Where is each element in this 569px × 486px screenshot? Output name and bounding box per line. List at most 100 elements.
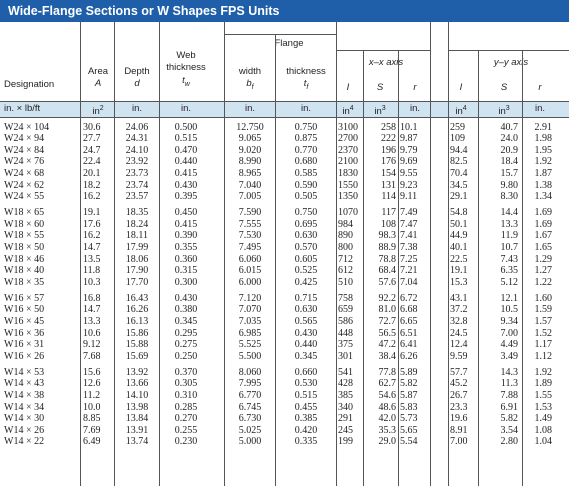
cell-flange-thickness: 0.585 bbox=[294, 167, 318, 179]
cell-rx: 7.49 bbox=[400, 207, 418, 219]
cell-iy: 40.1 bbox=[450, 241, 468, 253]
cell-sx: 114 bbox=[381, 191, 396, 203]
designation-header: Designation bbox=[4, 79, 55, 90]
cell-rx: 6.68 bbox=[400, 304, 418, 316]
unit-iy-base: in bbox=[455, 106, 463, 118]
units-row: in. × lb/ft in2 in. in. in. in. in4 in3 … bbox=[0, 102, 569, 117]
cell-flange-thickness: 0.695 bbox=[294, 218, 318, 230]
unit-area-exp: 2 bbox=[99, 105, 104, 112]
cell-depth: 13.92 bbox=[125, 366, 149, 378]
cell-ry: 1.55 bbox=[534, 389, 553, 401]
cell-sx: 81.0 bbox=[378, 304, 397, 316]
table-row: W16 × 26 7.68 15.69 0.250 5.500 0.345 301 38.4 6… bbox=[0, 351, 569, 363]
cell-ry: 1.89 bbox=[534, 378, 553, 390]
unit-width: in. bbox=[244, 103, 256, 114]
cell-sx: 29.0 bbox=[378, 436, 397, 448]
cell-sy: 9.80 bbox=[500, 179, 519, 191]
cell-flange-thickness: 0.455 bbox=[294, 401, 318, 413]
unit-designation: in. × lb/ft bbox=[4, 103, 41, 114]
cell-web-thickness: 0.270 bbox=[174, 413, 198, 425]
cell-ix: 448 bbox=[338, 327, 353, 339]
table-row: W24 × 76 22.4 23.92 0.440 8.990 0.680 2100 176 9… bbox=[0, 156, 569, 168]
cell-sx: 88.9 bbox=[378, 241, 397, 253]
cell-ix: 428 bbox=[338, 378, 353, 390]
cell-sy: 7.00 bbox=[500, 327, 519, 339]
cell-ry: 1.69 bbox=[534, 207, 553, 219]
cell-sx: 176 bbox=[381, 156, 396, 168]
cell-ry: 1.57 bbox=[534, 315, 553, 327]
cell-depth: 16.26 bbox=[125, 304, 149, 316]
cell-designation: W16 × 50 bbox=[4, 304, 45, 316]
cell-sx: 258 bbox=[381, 121, 396, 133]
cell-flange-thickness: 0.630 bbox=[294, 304, 318, 316]
cell-sx: 54.6 bbox=[378, 389, 397, 401]
cell-depth: 15.88 bbox=[125, 339, 149, 351]
cell-flange-width: 7.530 bbox=[238, 230, 262, 242]
cell-flange-thickness: 0.770 bbox=[294, 144, 318, 156]
cell-flange-width: 7.555 bbox=[238, 218, 262, 230]
cell-depth: 16.13 bbox=[125, 315, 149, 327]
cell-depth: 23.92 bbox=[125, 156, 149, 168]
cell-sy: 8.30 bbox=[500, 191, 519, 203]
cell-rx: 5.54 bbox=[400, 436, 418, 448]
cell-designation: W14 × 43 bbox=[4, 378, 45, 390]
cell-ix: 1830 bbox=[338, 167, 358, 179]
cell-ry: 1.60 bbox=[534, 292, 553, 304]
cell-iy: 15.3 bbox=[450, 276, 468, 288]
cell-flange-width: 6.060 bbox=[238, 253, 262, 265]
cell-area: 16.2 bbox=[83, 230, 101, 242]
cell-flange-thickness: 0.565 bbox=[294, 315, 318, 327]
cell-depth: 18.35 bbox=[125, 207, 149, 219]
cell-flange-width: 9.020 bbox=[238, 144, 262, 156]
flange-thickness-symbol: tf bbox=[275, 78, 337, 94]
cell-flange-thickness: 0.440 bbox=[294, 339, 318, 351]
table-row: W24 × 84 24.7 24.10 0.470 9.020 0.770 2370 196 9… bbox=[0, 145, 569, 157]
col-separator bbox=[159, 22, 160, 486]
cell-ry: 1.92 bbox=[534, 366, 553, 378]
col-separator bbox=[336, 22, 337, 486]
cell-flange-width: 12.750 bbox=[236, 121, 264, 133]
cell-flange-thickness: 0.630 bbox=[294, 230, 318, 242]
cell-designation: W14 × 22 bbox=[4, 436, 45, 448]
web-symbol-main: t bbox=[182, 75, 185, 86]
cell-depth: 13.66 bbox=[125, 378, 149, 390]
cell-area: 8.85 bbox=[83, 413, 101, 425]
fthick-symbol-sub: f bbox=[306, 83, 309, 91]
cell-designation: W24 × 104 bbox=[4, 121, 50, 133]
cell-web-thickness: 0.430 bbox=[174, 179, 198, 191]
cell-iy: 34.5 bbox=[450, 179, 468, 191]
cell-designation: W18 × 40 bbox=[4, 265, 45, 277]
cell-depth: 18.24 bbox=[125, 218, 149, 230]
cell-ry: 1.98 bbox=[534, 133, 553, 145]
cell-sy: 18.4 bbox=[500, 156, 519, 168]
cell-ry: 1.92 bbox=[534, 156, 553, 168]
ix-header: I bbox=[346, 82, 350, 93]
unit-area-base: in bbox=[92, 106, 100, 118]
flange-group-header: Flange bbox=[274, 38, 304, 49]
col-separator bbox=[224, 22, 225, 486]
unit-sx-base: in bbox=[374, 106, 382, 118]
table-row: W18 × 55 16.2 18.11 0.390 7.530 0.630 890 98.3 7… bbox=[0, 230, 569, 242]
unit-rx: in. bbox=[409, 103, 421, 114]
cell-designation: W14 × 30 bbox=[4, 413, 45, 425]
cell-flange-thickness: 0.715 bbox=[294, 292, 318, 304]
cell-ry: 1.17 bbox=[534, 339, 553, 351]
yaxis-group-header: y–y axis bbox=[493, 57, 529, 68]
cell-ry: 1.59 bbox=[534, 304, 553, 316]
cell-area: 10.6 bbox=[83, 327, 101, 339]
cell-area: 30.6 bbox=[83, 121, 101, 133]
unit-flange-thickness: in. bbox=[300, 103, 312, 114]
cell-flange-width: 6.730 bbox=[238, 413, 262, 425]
cell-designation: W24 × 76 bbox=[4, 156, 45, 168]
width-symbol-sub: f bbox=[251, 83, 254, 91]
sy-header: S bbox=[500, 82, 508, 93]
cell-flange-thickness: 0.750 bbox=[294, 207, 318, 219]
cell-iy: 82.5 bbox=[450, 156, 468, 168]
cell-sy: 4.49 bbox=[500, 339, 519, 351]
cell-designation: W24 × 55 bbox=[4, 191, 45, 203]
cell-web-thickness: 0.415 bbox=[174, 167, 198, 179]
cell-ix: 245 bbox=[338, 424, 353, 436]
cell-ry: 1.87 bbox=[534, 167, 553, 179]
cell-sy: 7.43 bbox=[500, 253, 519, 265]
cell-sx: 98.3 bbox=[378, 230, 397, 242]
